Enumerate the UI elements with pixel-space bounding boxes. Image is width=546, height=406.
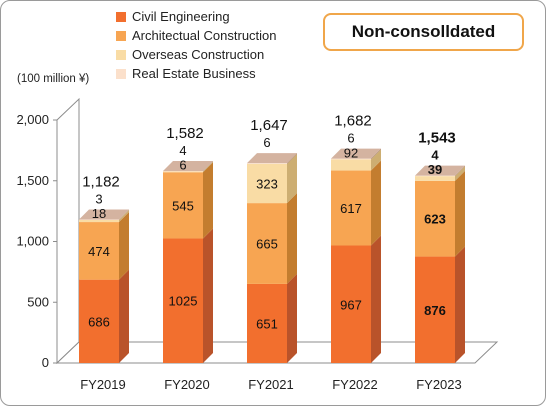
bar-segment (79, 219, 119, 223)
bar-segment (331, 245, 371, 363)
bar-segment (247, 163, 287, 164)
bar-top (79, 209, 129, 220)
legend-swatch (116, 68, 126, 79)
legend-swatch (116, 30, 126, 41)
legend-item-real-estate: Real Estate Business (116, 64, 277, 83)
bar-top (415, 165, 465, 176)
bar-segment-side (119, 209, 129, 220)
scope-badge: Non-consolldated (323, 13, 524, 51)
data-label: 6 (179, 158, 186, 173)
bar-top (163, 161, 213, 172)
data-label: 18 (92, 206, 106, 221)
legend-item-overseas: Overseas Construction (116, 45, 277, 64)
bar-segment-side (203, 161, 213, 173)
total-label: 1,682 (334, 113, 372, 130)
data-label: 474 (88, 244, 110, 259)
bar-segment (163, 171, 203, 173)
x-tick-label: FY2021 (248, 377, 294, 392)
data-label: 617 (340, 201, 362, 216)
bar-segment-side (455, 166, 465, 181)
bar-segment-side (455, 165, 465, 177)
data-label: 686 (88, 314, 110, 329)
bar-segment-side (371, 148, 381, 160)
data-label: 651 (256, 316, 278, 331)
bar-segment (247, 203, 287, 284)
bar-segment (79, 279, 119, 363)
bar-segment-side (203, 161, 213, 172)
bar-segment-side (371, 149, 381, 171)
bar-segment (415, 256, 455, 363)
data-label: 3 (95, 192, 102, 207)
y-tick-label: 0 (42, 355, 49, 370)
legend-swatch (116, 11, 126, 22)
data-label: 1025 (169, 294, 198, 309)
data-label: 623 (424, 212, 446, 227)
data-label: 323 (256, 176, 278, 191)
bar-segment (163, 172, 203, 239)
total-label: 1,543 (418, 130, 456, 147)
data-label: 4 (431, 148, 439, 163)
total-label: 1,182 (82, 174, 120, 191)
y-tick-label: 2,000 (16, 112, 49, 127)
bar-segment-side (287, 153, 297, 164)
bar-segment (415, 176, 455, 181)
total-label: 1,582 (166, 125, 204, 142)
bar-segment-side (455, 246, 465, 363)
side-wall (56, 97, 80, 365)
data-label: 6 (347, 131, 354, 146)
data-label: 876 (424, 303, 446, 318)
bar-segment-side (203, 228, 213, 363)
bar-segment (247, 283, 287, 363)
data-label: 6 (263, 135, 270, 150)
bar-segment-side (287, 193, 297, 284)
bar-segment-side (119, 269, 129, 363)
bar-top (247, 153, 297, 164)
bar-segment (331, 159, 371, 171)
legend-swatch (116, 49, 126, 60)
bar-segment-side (287, 273, 297, 363)
bar-segment (79, 222, 119, 280)
y-tick-label: 1,500 (16, 173, 49, 188)
bar-segment-side (119, 209, 129, 223)
bar-segment-side (287, 153, 297, 204)
data-label: 92 (344, 145, 358, 160)
bar-segment-side (203, 162, 213, 239)
legend: Civil Engineering Architectual Construct… (116, 7, 277, 83)
bar-segment (415, 180, 455, 257)
bar-segment-side (371, 160, 381, 246)
data-label: 545 (172, 198, 194, 213)
bar-segment-side (119, 212, 129, 280)
x-tick-label: FY2019 (80, 377, 126, 392)
legend-label: Overseas Construction (132, 47, 265, 62)
legend-label: Civil Engineering (132, 9, 230, 24)
x-tick-label: FY2022 (332, 377, 378, 392)
x-tick-label: FY2020 (164, 377, 210, 392)
y-tick-label: 1,000 (16, 234, 49, 249)
legend-label: Real Estate Business (132, 66, 256, 81)
data-label: 39 (428, 162, 442, 177)
legend-item-civil: Civil Engineering (116, 7, 277, 26)
data-label: 665 (256, 237, 278, 252)
bar-segment (331, 170, 371, 246)
unit-label: (100 million ¥) (17, 73, 90, 85)
bar-top (331, 148, 381, 159)
bar-segment (247, 163, 287, 204)
data-label: 4 (179, 143, 186, 158)
data-label: 967 (340, 297, 362, 312)
legend-label: Architectual Construction (132, 28, 277, 43)
bar-segment-side (371, 235, 381, 363)
legend-item-architectual: Architectual Construction (116, 26, 277, 45)
total-label: 1,647 (250, 117, 288, 134)
bar-segment-side (455, 170, 465, 257)
bar-segment (163, 238, 203, 363)
y-tick-label: 500 (27, 294, 49, 309)
bar-segment (331, 158, 371, 160)
x-tick-label: FY2023 (416, 377, 462, 392)
